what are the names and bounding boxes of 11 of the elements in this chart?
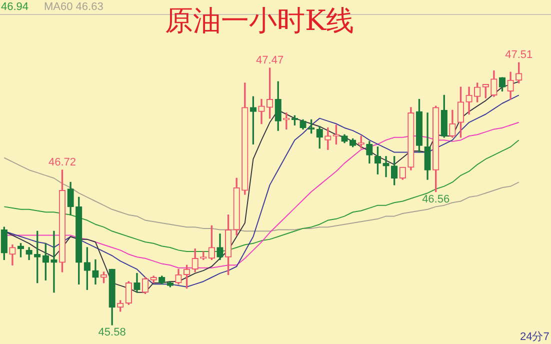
text: 46.94 bbox=[1, 1, 29, 13]
candlestick bbox=[50, 230, 58, 293]
annotation: 24分7 bbox=[520, 330, 550, 344]
candlestick bbox=[258, 98, 265, 124]
annotation: 46.72 bbox=[48, 156, 76, 169]
annotation: 47.51 bbox=[505, 49, 533, 62]
text: MA60 46.63 bbox=[44, 1, 104, 13]
annotation: 47.47 bbox=[256, 54, 284, 67]
chart-title: 原油一小时K线 bbox=[165, 3, 354, 39]
annotation: 46.56 bbox=[422, 193, 450, 206]
annotation: 45.58 bbox=[98, 326, 126, 338]
